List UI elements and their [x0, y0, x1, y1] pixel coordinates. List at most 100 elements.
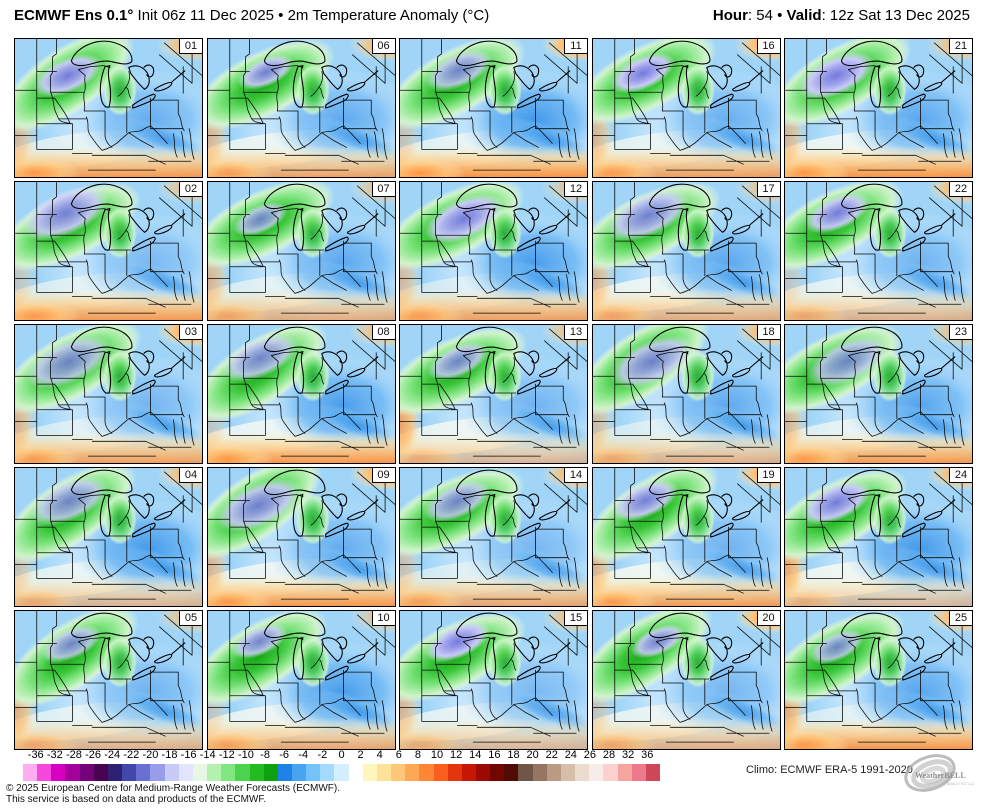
colorbar-segment	[376, 764, 392, 781]
member-number: 11	[564, 39, 587, 54]
valid-label: Valid	[786, 7, 822, 24]
anomaly-map	[592, 611, 780, 749]
member-number: 12	[564, 182, 587, 197]
anomaly-map	[207, 468, 395, 606]
anomaly-map	[15, 182, 202, 320]
weatherbell-logo-subtext: ANALYTICS LLC	[947, 782, 975, 786]
member-number: 15	[564, 611, 587, 626]
colorbar-segment	[334, 764, 349, 781]
member-number: 13	[564, 325, 587, 340]
anomaly-map	[400, 39, 587, 177]
colorbar-tick: 20	[526, 749, 539, 761]
member-number: 20	[756, 611, 780, 626]
colorbar-segment	[532, 764, 547, 781]
colorbar-tick: -2	[317, 749, 328, 761]
colorbar-segment	[150, 764, 165, 781]
climo-note: Climo: ECMWF ERA-5 1991-2020	[746, 764, 913, 776]
colorbar-segment	[306, 764, 321, 781]
colorbar-segment	[23, 764, 38, 781]
ensemble-panel-17: 17	[591, 181, 781, 321]
colorbar-tick: 22	[545, 749, 558, 761]
footer-copyright-line: © 2025 European Centre for Medium-Range …	[6, 783, 340, 794]
anomaly-map	[207, 325, 395, 463]
ensemble-panel-06: 06	[206, 38, 396, 178]
ensemble-grid: 01 06 11 16 21 02 07 12 17 22 03 08 13 18 23 04 09 14 19 24…	[14, 38, 973, 750]
colorbar-tick: 16	[488, 749, 501, 761]
colorbar-segment	[136, 764, 151, 781]
colorbar-tick: -8	[260, 749, 270, 761]
colorbar-segment	[391, 764, 406, 781]
colorbar-segment	[235, 764, 250, 781]
member-number: 09	[371, 468, 395, 483]
colorbar-tick: 0	[338, 749, 345, 761]
colorbar-tick: 28	[602, 749, 616, 761]
colorbar-segment	[589, 764, 604, 781]
ensemble-panel-03: 03	[14, 324, 203, 464]
ensemble-panel-04: 04	[14, 467, 203, 607]
colorbar-tick: -12	[218, 749, 235, 761]
colorbar-segment	[546, 764, 561, 781]
colorbar-tick: 2	[357, 749, 364, 761]
ensemble-panel-24: 24	[784, 467, 973, 607]
colorbar-segment	[93, 764, 108, 781]
colorbar-tick: -36	[27, 749, 44, 761]
member-number: 16	[756, 39, 780, 54]
colorbar-tick: 6	[395, 749, 402, 761]
anomaly-map	[400, 182, 587, 320]
colorbar-segment	[107, 764, 123, 781]
anomaly-map	[15, 611, 202, 749]
anomaly-map	[785, 182, 972, 320]
colorbar-tick: 12	[450, 749, 463, 761]
colorbar-tick: -26	[85, 749, 102, 761]
colorbar: -36 -32 -28 -26 -24 -22 -20 -18 -16 -14 -12 -10 -8 -6…	[23, 749, 661, 781]
member-number: 19	[756, 468, 780, 483]
header-title: ECMWF Ens 0.1° Init 06z 11 Dec 2025 • 2m…	[14, 7, 489, 24]
colorbar-segment	[518, 764, 533, 781]
ensemble-panel-07: 07	[206, 181, 396, 321]
anomaly-map	[15, 325, 202, 463]
member-number: 08	[371, 325, 395, 340]
colorbar-segment	[476, 764, 491, 781]
colorbar-tick: -22	[123, 749, 140, 761]
hour-label: Hour	[712, 7, 748, 24]
member-number: 17	[756, 182, 780, 197]
colorbar-segment	[79, 764, 94, 781]
colorbar-tick: 4	[376, 749, 383, 761]
ensemble-panel-22: 22	[784, 181, 973, 321]
colorbar-tick: 18	[507, 749, 520, 761]
colorbar-segment	[348, 764, 363, 781]
member-number: 25	[949, 611, 972, 626]
colorbar-segment	[291, 764, 307, 781]
member-number: 18	[756, 325, 780, 340]
colorbar-tick: -24	[104, 749, 121, 761]
anomaly-map	[592, 468, 780, 606]
member-number: 07	[371, 182, 395, 197]
header-valid: Hour: 54 • Valid: 12z Sat 13 Dec 2025	[713, 7, 970, 24]
member-number: 21	[949, 39, 972, 54]
colorbar-segment	[51, 764, 66, 781]
weatherbell-logo-graphic: WeatherBELL ANALYTICS LLC	[904, 754, 975, 792]
anomaly-map	[785, 611, 972, 749]
member-number: 10	[371, 611, 395, 626]
anomaly-map	[15, 468, 202, 606]
colorbar-segment	[631, 764, 646, 781]
colorbar-tick: 14	[469, 749, 482, 761]
ensemble-panel-10: 10	[206, 610, 396, 750]
colorbar-segment	[504, 764, 519, 781]
colorbar-segment	[192, 764, 208, 781]
colorbar-tick: -32	[46, 749, 63, 761]
colorbar-segment	[617, 764, 632, 781]
ensemble-panel-13: 13	[399, 324, 588, 464]
colorbar-segment	[263, 764, 278, 781]
weatherbell-logo-text: WeatherBELL	[915, 771, 966, 780]
anomaly-map	[400, 611, 587, 749]
colorbar-tick: -14	[199, 749, 216, 761]
colorbar-gradient	[23, 764, 661, 781]
ensemble-panel-01: 01	[14, 38, 203, 178]
colorbar-segment	[645, 764, 661, 781]
valid-value: : 12z Sat 13 Dec 2025	[821, 7, 970, 24]
header-model: ECMWF Ens 0.1°	[14, 7, 134, 24]
colorbar-segment	[65, 764, 80, 781]
header-bar: ECMWF Ens 0.1° Init 06z 11 Dec 2025 • 2m…	[14, 7, 970, 24]
